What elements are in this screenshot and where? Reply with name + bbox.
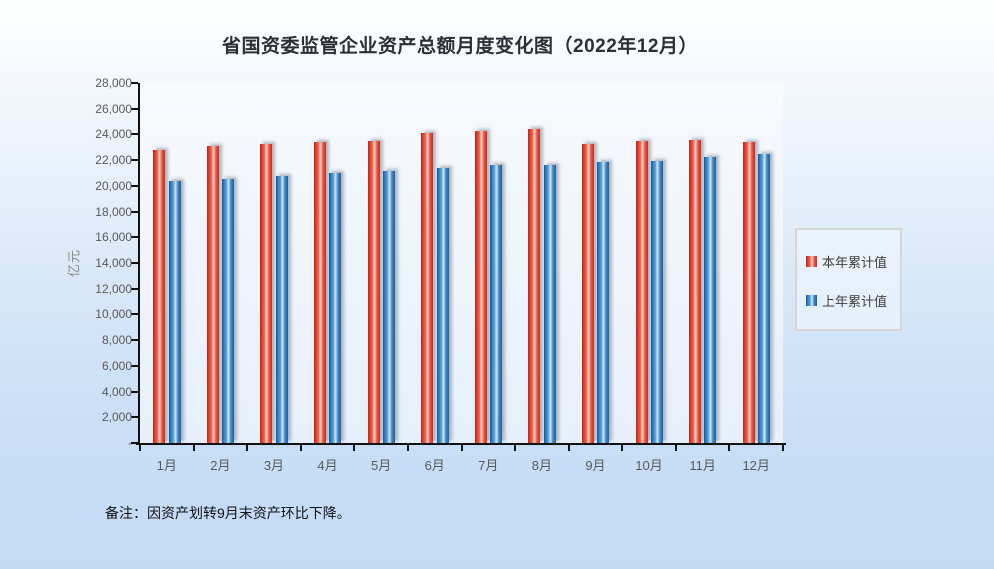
x-category-label: 6月 bbox=[424, 458, 445, 473]
y-axis-tick bbox=[131, 313, 138, 316]
y-tick-label: 22,000 bbox=[95, 153, 132, 168]
y-axis-tick bbox=[131, 390, 138, 393]
bar-本年累计值-8月 bbox=[528, 128, 541, 443]
y-axis-tick bbox=[131, 364, 138, 367]
x-axis-tick bbox=[139, 443, 141, 451]
bar-上年累计值-11月 bbox=[704, 156, 717, 443]
bar-本年累计值-6月 bbox=[421, 133, 434, 443]
x-category-label: 11月 bbox=[689, 458, 716, 473]
x-axis-tick bbox=[514, 443, 517, 451]
chart-title: 省国资委监管企业资产总额月度变化图（2022年12月） bbox=[222, 36, 698, 57]
legend-swatch-icon bbox=[806, 295, 817, 306]
y-tick-label: 6,000 bbox=[101, 358, 132, 373]
bar-上年累计值-10月 bbox=[650, 160, 663, 443]
y-axis-tick bbox=[131, 339, 138, 342]
x-axis-tick bbox=[192, 443, 195, 451]
y-tick-label: 24,000 bbox=[95, 127, 132, 142]
y-axis-tick bbox=[131, 210, 138, 213]
legend-item: 本年累计值 bbox=[806, 252, 900, 271]
y-axis-tick bbox=[131, 416, 138, 419]
x-category-label: 3月 bbox=[263, 458, 285, 473]
x-category-label: 2月 bbox=[210, 458, 231, 473]
x-axis-tick bbox=[246, 443, 249, 451]
y-tick-label: 12,000 bbox=[95, 281, 132, 296]
y-tick-label: 16,000 bbox=[95, 230, 132, 245]
x-axis-tick bbox=[353, 443, 356, 451]
bar-上年累计值-3月 bbox=[275, 175, 288, 443]
x-category-label: 8月 bbox=[531, 458, 552, 473]
y-axis-tick bbox=[131, 262, 138, 264]
x-axis-tick bbox=[782, 443, 784, 451]
bar-上年累计值-6月 bbox=[436, 167, 449, 443]
y-axis-line bbox=[138, 83, 140, 445]
y-tick-label: 26,000 bbox=[95, 101, 132, 116]
y-axis-tick bbox=[131, 133, 138, 136]
x-category-label: 10月 bbox=[635, 458, 663, 473]
x-category-label: 1月 bbox=[156, 458, 177, 473]
bar-本年累计值-2月 bbox=[206, 146, 219, 443]
y-tick-label: - bbox=[128, 436, 132, 450]
y-tick-label: 4,000 bbox=[101, 384, 132, 399]
y-tick-label: 10,000 bbox=[95, 307, 132, 322]
legend-label: 本年累计值 bbox=[822, 255, 888, 270]
bar-本年累计值-11月 bbox=[689, 140, 702, 443]
x-category-label: 12月 bbox=[742, 458, 770, 473]
bar-上年累计值-5月 bbox=[382, 171, 395, 443]
x-category-label: 4月 bbox=[317, 458, 338, 473]
x-axis-tick bbox=[299, 443, 302, 451]
bar-本年累计值-4月 bbox=[314, 142, 327, 443]
x-axis-tick bbox=[460, 443, 463, 451]
bar-上年累计值-8月 bbox=[543, 164, 556, 443]
x-category-label: 7月 bbox=[478, 458, 499, 473]
x-axis-tick bbox=[406, 443, 409, 451]
bar-本年累计值-10月 bbox=[635, 140, 648, 443]
bar-本年累计值-12月 bbox=[742, 141, 755, 443]
y-axis-tick bbox=[131, 107, 138, 110]
footnote: 备注：因资产划转9月末资产环比下降。 bbox=[105, 505, 351, 521]
bar-本年累计值-3月 bbox=[260, 144, 273, 443]
y-axis-tick bbox=[131, 159, 138, 162]
y-tick-label: 2,000 bbox=[101, 410, 132, 425]
legend-item: 上年累计值 bbox=[806, 291, 900, 310]
bar-上年累计值-12月 bbox=[758, 153, 771, 443]
x-axis-line bbox=[136, 443, 786, 445]
y-axis-tick bbox=[131, 287, 138, 290]
y-tick-label: 28,000 bbox=[95, 76, 132, 90]
legend-swatch-icon bbox=[806, 256, 817, 267]
bar-上年累计值-9月 bbox=[597, 162, 610, 443]
bar-上年累计值-1月 bbox=[168, 181, 181, 443]
y-axis-tick bbox=[131, 184, 138, 187]
y-tick-label: 14,000 bbox=[95, 256, 132, 270]
x-category-label: 9月 bbox=[585, 458, 606, 473]
x-axis-tick bbox=[674, 443, 677, 451]
bar-本年累计值-5月 bbox=[367, 140, 380, 443]
y-tick-label: 20,000 bbox=[95, 178, 132, 193]
x-axis-tick bbox=[621, 443, 624, 451]
x-category-label: 5月 bbox=[371, 458, 392, 473]
bar-本年累计值-7月 bbox=[474, 130, 487, 443]
y-axis-tick bbox=[131, 236, 138, 239]
y-axis-tick bbox=[131, 82, 138, 84]
legend-label: 上年累计值 bbox=[822, 294, 888, 309]
plot-area: 28,000 26,000 24,000 22,000 20,000 18,000 16,0… bbox=[95, 76, 784, 473]
legend: 本年累计值上年累计值 bbox=[795, 228, 902, 331]
bar-本年累计值-1月 bbox=[153, 149, 166, 443]
y-tick-label: 18,000 bbox=[95, 204, 132, 219]
bar-上年累计值-7月 bbox=[490, 165, 503, 443]
bar-上年累计值-2月 bbox=[222, 179, 235, 443]
bar-本年累计值-9月 bbox=[581, 144, 594, 443]
y-tick-label: 8,000 bbox=[101, 333, 132, 348]
bar-上年累计值-4月 bbox=[329, 173, 342, 443]
y-axis-tick bbox=[131, 442, 138, 444]
x-axis-tick bbox=[567, 443, 570, 451]
x-axis-tick bbox=[728, 443, 731, 451]
